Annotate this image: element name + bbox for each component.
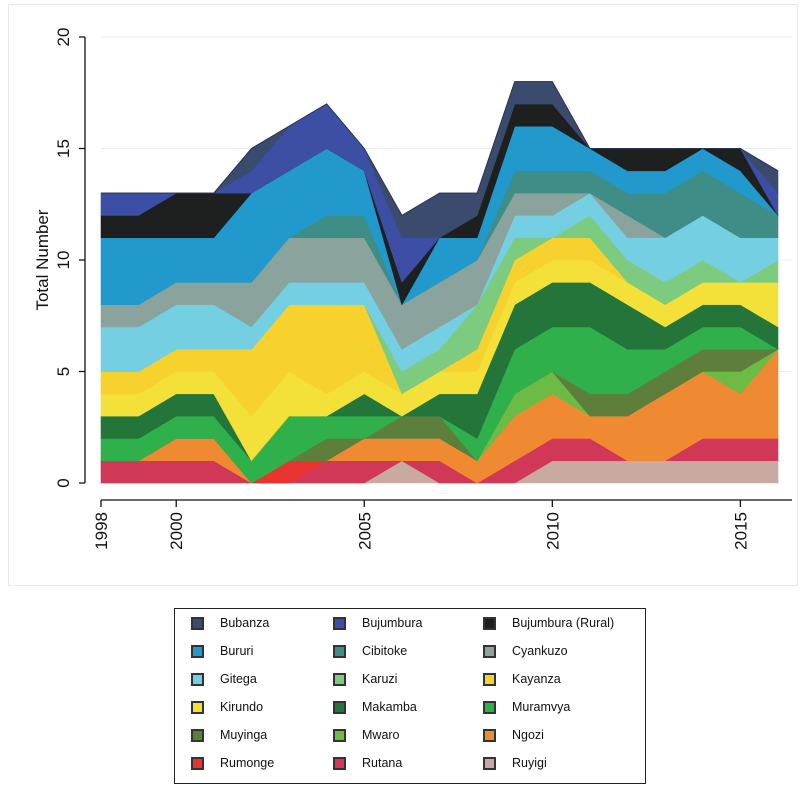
- y-tick-label-15: 15: [54, 139, 73, 158]
- legend-swatch-ruyigi: [483, 756, 496, 770]
- legend-item-cibitoke: Cibitoke: [333, 643, 407, 659]
- legend-label-muyinga: Muyinga: [220, 728, 268, 742]
- legend-item-kirundo: Kirundo: [191, 699, 263, 715]
- x-tick-label-2005: 2005: [355, 512, 374, 550]
- legend-item-mwaro: Mwaro: [333, 727, 400, 743]
- legend-label-gitega: Gitega: [220, 672, 257, 686]
- x-tick-label-2010: 2010: [543, 512, 562, 550]
- legend-swatch-muramvya: [483, 700, 496, 714]
- legend-swatch-bujumbura-rural: [483, 616, 496, 630]
- legend-label-ruyigi: Ruyigi: [512, 756, 547, 770]
- legend-item-bururi: Bururi: [191, 643, 253, 659]
- axes: 0 5 10 15 20 1998 2000 2005 2010 2015: [54, 28, 792, 550]
- legend-item-muyinga: Muyinga: [191, 727, 267, 743]
- legend-label-bubanza: Bubanza: [220, 616, 270, 630]
- legend-swatch-makamba: [333, 700, 346, 714]
- legend-swatch-karuzi: [333, 672, 346, 686]
- legend-swatch-gitega: [191, 672, 204, 686]
- legend-label-muramvya: Muramvya: [512, 700, 571, 714]
- y-tick-label-10: 10: [54, 251, 73, 270]
- legend-label-cyankuzo: Cyankuzo: [512, 644, 568, 658]
- legend-label-bujumbura: Bujumbura: [362, 616, 423, 630]
- legend-swatch-mwaro: [333, 728, 346, 742]
- legend-swatch-cyankuzo: [483, 644, 496, 658]
- legend-swatch-ngozi: [483, 728, 496, 742]
- legend-label-bururi: Bururi: [220, 644, 254, 658]
- y-tick-label-20: 20: [54, 28, 73, 47]
- x-tick-label-2000: 2000: [167, 512, 186, 550]
- legend-item-rutana: Rutana: [333, 755, 402, 771]
- legend-item-ruyigi: Ruyigi: [483, 755, 547, 771]
- legend-label-karuzi: Karuzi: [362, 672, 398, 686]
- legend-label-mwaro: Mwaro: [362, 728, 400, 742]
- legend-label-cibitoke: Cibitoke: [362, 644, 408, 658]
- legend-label-rumonge: Rumonge: [220, 756, 275, 770]
- x-tick-label-1998: 1998: [92, 512, 111, 550]
- area-series-group: [100, 81, 780, 484]
- legend: Bubanza Bujumbura Bujumbura (Rural) Bururi C…: [174, 608, 646, 784]
- legend-item-rumonge: Rumonge: [191, 755, 274, 771]
- legend-swatch-rumonge: [191, 756, 204, 770]
- x-tick-label-2015: 2015: [731, 512, 750, 550]
- legend-item-ngozi: Ngozi: [483, 727, 544, 743]
- legend-label-kayanza: Kayanza: [512, 672, 561, 686]
- legend-item-makamba: Makamba: [333, 699, 417, 715]
- y-tick-label-5: 5: [54, 367, 73, 376]
- y-tick-label-0: 0: [54, 478, 73, 487]
- legend-item-karuzi: Karuzi: [333, 671, 397, 687]
- legend-label-ngozi: Ngozi: [512, 728, 544, 742]
- legend-swatch-rutana: [333, 756, 346, 770]
- legend-swatch-bujumbura: [333, 616, 346, 630]
- legend-item-bujumbura: Bujumbura: [333, 615, 422, 631]
- legend-item-cyankuzo: Cyankuzo: [483, 643, 568, 659]
- legend-swatch-bururi: [191, 644, 204, 658]
- legend-item-muramvya: Muramvya: [483, 699, 570, 715]
- legend-swatch-kayanza: [483, 672, 496, 686]
- legend-item-kayanza: Kayanza: [483, 671, 561, 687]
- legend-swatch-kirundo: [191, 700, 204, 714]
- y-axis-label: Total Number: [33, 209, 52, 310]
- legend-swatch-cibitoke: [333, 644, 346, 658]
- legend-swatch-muyinga: [191, 728, 204, 742]
- legend-swatch-bubanza: [191, 616, 204, 630]
- legend-label-bujumbura-rural: Bujumbura (Rural): [512, 616, 615, 630]
- legend-item-bujumbura-rural: Bujumbura (Rural): [483, 615, 614, 631]
- legend-item-gitega: Gitega: [191, 671, 257, 687]
- legend-label-kirundo: Kirundo: [220, 700, 264, 714]
- legend-label-rutana: Rutana: [362, 756, 403, 770]
- stacked-area-chart: 0 5 10 15 20 1998 2000 2005 2010 2015 Total Numbe…: [33, 28, 792, 550]
- total-outline: [101, 81, 779, 217]
- legend-item-bubanza: Bubanza: [191, 615, 269, 631]
- legend-label-makamba: Makamba: [362, 700, 417, 714]
